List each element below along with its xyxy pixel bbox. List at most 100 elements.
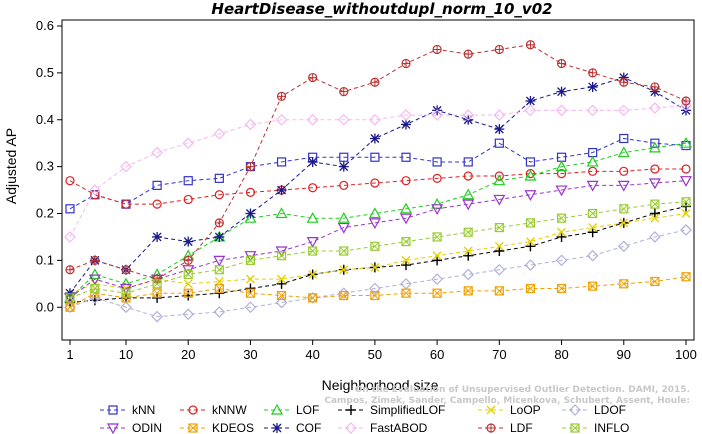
data-point <box>401 288 411 298</box>
data-point <box>245 187 256 198</box>
marker-cross <box>463 227 473 237</box>
marker-box <box>188 423 198 433</box>
legend-swatch-marker <box>569 404 581 416</box>
data-point <box>493 109 506 121</box>
marker-cross <box>308 293 318 303</box>
marker-box <box>588 281 598 291</box>
x-tick-label: 100 <box>675 347 697 362</box>
marker-cross <box>370 291 380 300</box>
marker-box <box>276 251 287 261</box>
data-point <box>431 197 444 209</box>
data-point <box>401 237 411 247</box>
data-point <box>370 241 380 251</box>
data-point <box>183 290 194 301</box>
legend-label: INFLO <box>594 421 629 434</box>
data-point <box>494 44 504 55</box>
data-point <box>401 176 411 186</box>
data-point <box>339 180 349 190</box>
data-point <box>339 87 349 97</box>
marker-box <box>65 293 75 303</box>
data-point <box>650 164 660 174</box>
legend-swatch-marker <box>270 403 284 415</box>
y-tick-label: 0.5 <box>36 65 54 80</box>
data-point <box>120 301 132 314</box>
data-point <box>681 209 691 218</box>
legend-swatch-marker <box>346 405 356 415</box>
data-point <box>619 77 629 87</box>
data-point <box>213 306 226 318</box>
data-point <box>525 237 535 247</box>
data-point <box>681 272 691 282</box>
data-point <box>399 213 413 225</box>
data-point <box>213 127 226 140</box>
legend-swatch-marker <box>188 405 198 415</box>
marker-box <box>432 232 442 242</box>
marker-box <box>214 265 224 275</box>
marker-plus <box>246 162 255 171</box>
data-point <box>494 138 504 148</box>
data-point <box>463 49 473 59</box>
data-point <box>368 218 381 230</box>
data-point <box>493 194 506 206</box>
marker-box <box>650 276 660 287</box>
marker-box <box>308 293 318 303</box>
marker-cross <box>650 199 660 209</box>
data-point <box>183 269 193 280</box>
legend-item-knnw: kNNW <box>180 403 247 417</box>
marker-box <box>152 279 162 289</box>
data-point <box>586 249 599 262</box>
data-point <box>308 269 318 279</box>
series-line <box>69 137 687 210</box>
data-point <box>493 263 506 276</box>
x-tick-label: 70 <box>492 347 506 362</box>
marker-plus <box>495 45 504 54</box>
marker-box <box>650 199 660 209</box>
marker-plus <box>487 424 495 432</box>
data-point <box>555 254 568 267</box>
marker-box <box>494 222 504 233</box>
data-point <box>306 237 319 248</box>
legend: kNN kNNW LOF SimplifiedLOF LoOP LDOF ODIN KDEOS… <box>100 403 629 434</box>
marker-plus <box>66 265 74 274</box>
series-line <box>69 213 687 294</box>
marker-box <box>370 290 380 301</box>
data-point <box>680 224 692 236</box>
data-point <box>432 232 442 242</box>
data-point <box>121 199 131 209</box>
marker-plus <box>526 40 535 49</box>
data-point <box>649 208 660 219</box>
x-tick-label: 20 <box>181 347 195 362</box>
x-tick-label: 80 <box>554 347 568 362</box>
marker-box <box>619 279 629 289</box>
marker-cross <box>526 284 535 293</box>
data-point <box>307 156 318 167</box>
data-point <box>90 255 100 265</box>
data-point <box>183 176 193 186</box>
data-point <box>276 251 287 261</box>
data-point <box>556 169 567 179</box>
data-point <box>182 137 195 150</box>
data-point <box>617 180 630 192</box>
data-point <box>617 240 630 253</box>
data-point <box>337 222 350 234</box>
data-point <box>494 222 504 233</box>
data-point <box>306 113 319 126</box>
data-point <box>308 72 318 83</box>
marker-cross <box>401 237 411 246</box>
marker-plus <box>277 92 286 101</box>
x-tick-label: 10 <box>119 347 133 362</box>
legend-item-simplifiedlof: SimplifiedLOF <box>338 403 445 417</box>
x-tick-label: 30 <box>243 347 257 362</box>
legend-swatch-marker <box>106 423 120 434</box>
marker-cross <box>121 288 131 298</box>
marker-cross <box>183 270 193 279</box>
data-point <box>65 204 75 214</box>
data-point <box>244 301 257 314</box>
marker-cross <box>681 272 691 282</box>
data-point <box>400 109 412 121</box>
data-point <box>151 146 163 159</box>
data-point <box>65 288 75 299</box>
marker-plus <box>619 78 628 87</box>
data-point <box>339 246 349 256</box>
data-point <box>88 274 101 286</box>
